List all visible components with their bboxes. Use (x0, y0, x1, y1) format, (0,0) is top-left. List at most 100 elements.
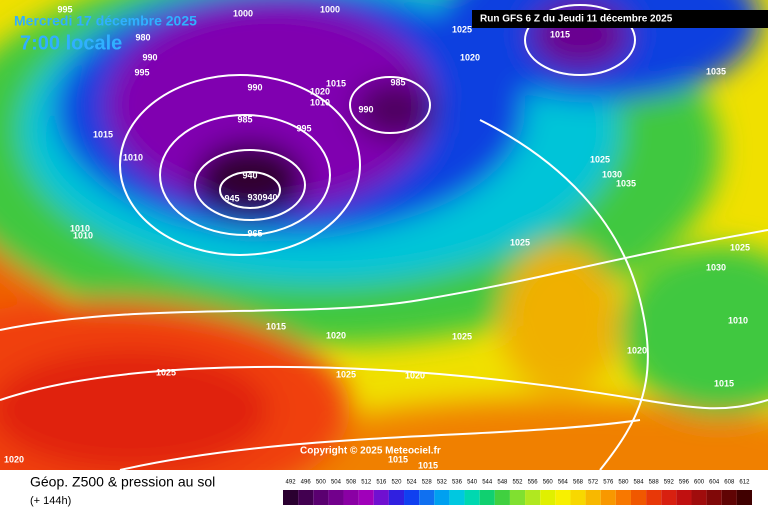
colorbar-cell (404, 490, 420, 505)
isobar-label: 1020 (627, 345, 647, 355)
colorbar-label: 548 (497, 480, 508, 486)
colorbar-label: 540 (467, 480, 478, 486)
isobar-label: 1010 (123, 152, 143, 162)
colorbar-label: 568 (573, 480, 584, 486)
colorbar-cell (343, 490, 359, 505)
isobar-label: 1030 (602, 169, 622, 179)
colorbar-cell (283, 490, 299, 505)
colorbar-cell (328, 490, 344, 505)
colorbar-label: 532 (437, 480, 448, 486)
colorbar-cell (449, 490, 465, 505)
isobar-label: 990 (142, 52, 157, 62)
colorbar-cell (615, 490, 631, 505)
colorbar-label: 520 (391, 480, 402, 486)
isobar-label: 1010 (728, 315, 748, 325)
colorbar-cell (630, 490, 647, 505)
colorbar-cell (479, 490, 495, 505)
isobar-label: 1015 (388, 454, 408, 464)
colorbar-label: 580 (618, 480, 629, 486)
colorbar-cell (298, 490, 314, 505)
colorbar-label: 600 (694, 480, 705, 486)
isobar-label: 1010 (70, 223, 90, 233)
colorbar-cell (661, 490, 677, 505)
isobar-label: 1015 (418, 460, 438, 470)
isobar-label: 1020 (405, 370, 425, 380)
colorbar-label: 564 (558, 480, 569, 486)
isobar-label: 985 (237, 114, 252, 124)
isobar-label: 1010 (73, 230, 93, 240)
isobar-label: 1025 (452, 24, 472, 34)
isobar-label: 1015 (550, 29, 570, 39)
isobar-label: 995 (134, 67, 149, 77)
colorbar-cell (540, 490, 556, 505)
isobar-label: 995 (296, 123, 311, 133)
isobar-label: 1000 (233, 8, 253, 18)
colorbar-cell (494, 490, 510, 505)
colorbar-cell (358, 490, 374, 505)
isobar-label: 980 (135, 32, 150, 42)
colorbar-cell (373, 490, 389, 505)
colorbar: 492 496 500 504 508 512 516 520 524 528 532 536 540 5… (283, 480, 752, 505)
colorbar-label: 508 (346, 480, 357, 486)
colorbar-cell (313, 490, 329, 505)
isobar-label: 1030 (706, 262, 726, 272)
copyright: Copyright © 2025 Meteociel.fr (300, 446, 441, 457)
colorbar-label: 524 (407, 480, 418, 486)
time: 7:00 locale (20, 32, 122, 54)
colorbar-label: 552 (512, 480, 523, 486)
colorbar-label: 528 (422, 480, 433, 486)
colorbar-cell (585, 490, 601, 505)
isobar-label: 940 (262, 192, 277, 202)
isobar-label: 1020 (4, 454, 24, 464)
colorbar-label: 572 (588, 480, 599, 486)
isobar-label: 1025 (452, 331, 472, 341)
isobar-label: 930 (247, 192, 262, 202)
colorbar-label: 556 (528, 480, 539, 486)
isobar-label: 1025 (590, 154, 610, 164)
colorbar-label: 536 (452, 480, 463, 486)
colorbar-cell (691, 490, 707, 505)
colorbar-cell (600, 490, 616, 505)
isobar-label: 940 (242, 170, 257, 180)
footer-title: Géop. Z500 & pression au sol (30, 474, 215, 490)
run-box (472, 10, 768, 28)
isobar-label: 1015 (714, 378, 734, 388)
isobar-label: 995 (57, 4, 72, 14)
isobar-label: 1020 (310, 86, 330, 96)
footer-lead: (+ 144h) (30, 495, 71, 507)
isobar-label: 985 (390, 77, 405, 87)
isobar-label: 1020 (326, 330, 346, 340)
isobar-label: 1020 (460, 52, 480, 62)
colorbar-label: 504 (331, 480, 342, 486)
isobar-label: 1015 (266, 321, 286, 331)
colorbar-label: 588 (649, 480, 660, 486)
isobar-label: 1015 (93, 129, 113, 139)
isobar-label: 1010 (310, 97, 330, 107)
run: Run GFS 6 Z du Jeudi 11 décembre 2025 (480, 14, 673, 25)
isobar-label: 1025 (510, 237, 530, 247)
colorbar-cell (525, 490, 541, 505)
colorbar-label: 492 (286, 480, 297, 486)
colorbar-label: 544 (482, 480, 493, 486)
colorbar-label: 576 (603, 480, 614, 486)
colorbar-cell (419, 490, 435, 505)
isobar-label: 1035 (616, 178, 636, 188)
colorbar-cell (706, 490, 722, 505)
colorbar-cell (555, 490, 571, 505)
colorbar-label: 500 (316, 480, 327, 486)
isobar-label: 945 (224, 193, 239, 203)
colorbar-cell (464, 490, 480, 505)
isobar-label: 990 (358, 104, 373, 114)
colorbar-label: 604 (709, 480, 720, 486)
colorbar-label: 496 (301, 480, 312, 486)
isobar-label: 1015 (326, 78, 346, 88)
colorbar-label: 608 (724, 480, 735, 486)
colorbar-cell (736, 490, 752, 505)
colorbar-label: 592 (664, 480, 675, 486)
isobar-label: 1035 (706, 66, 726, 76)
colorbar-cell (509, 490, 526, 505)
